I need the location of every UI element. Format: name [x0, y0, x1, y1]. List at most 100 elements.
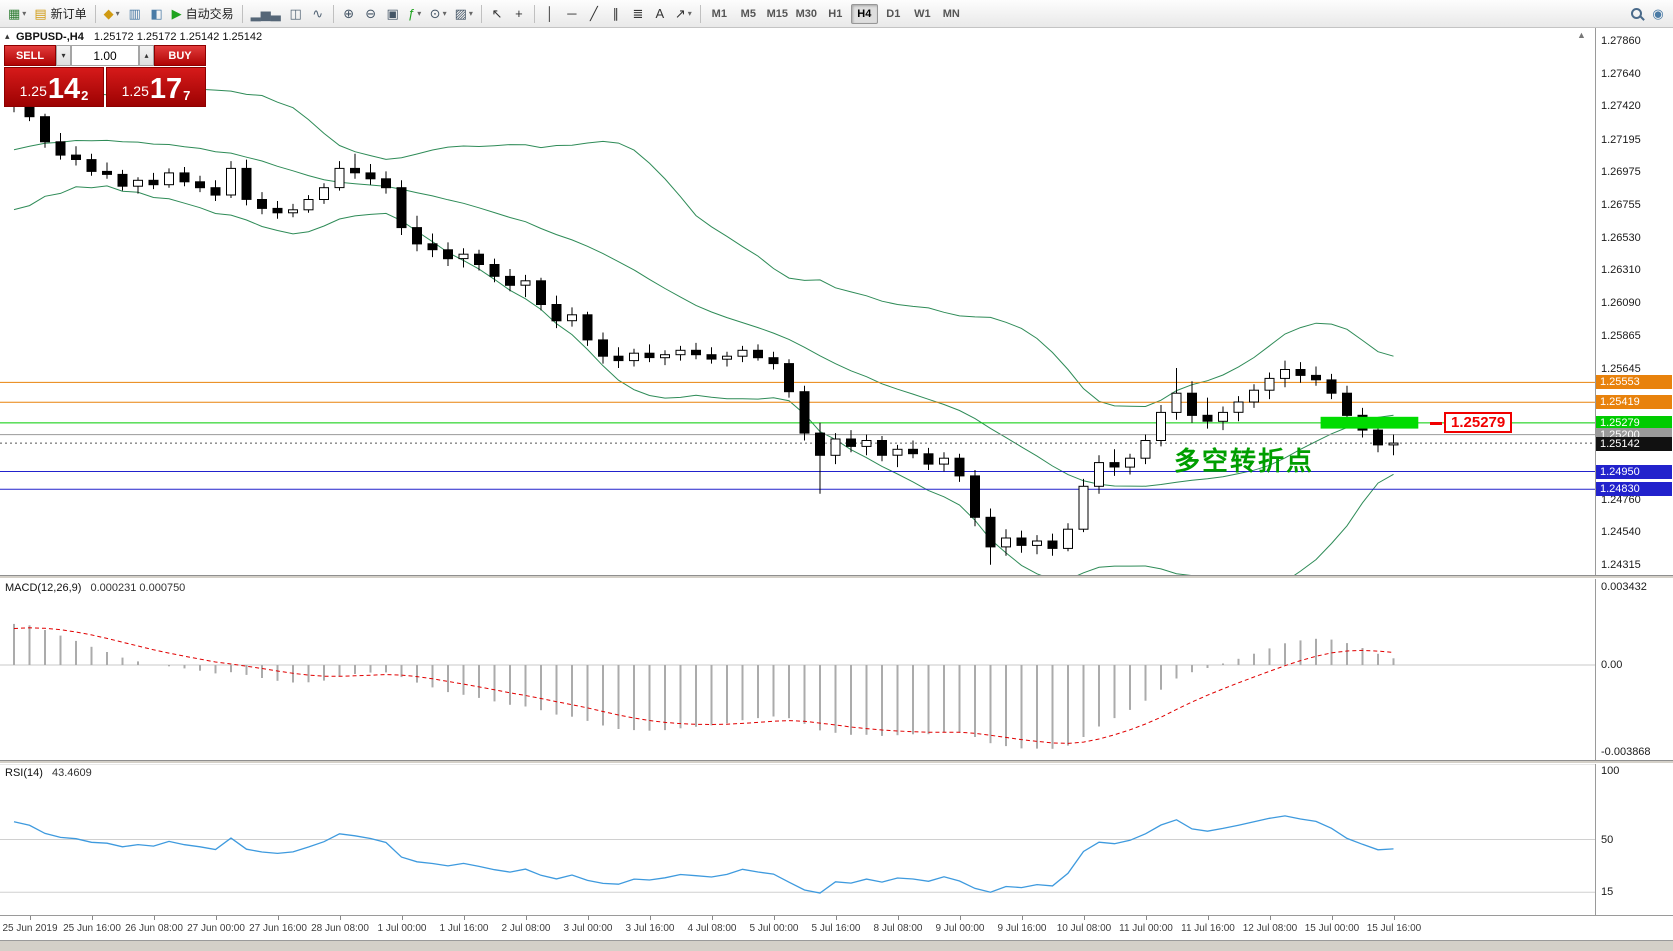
- price-tag-pointer: [1430, 422, 1442, 425]
- price-tag-label[interactable]: 1.25279: [1444, 412, 1513, 433]
- candle-body: [272, 207, 283, 214]
- chart-profiles-icon: ◆: [103, 5, 114, 21]
- vertical-line-button[interactable]: │: [539, 3, 561, 25]
- candle-body: [489, 264, 500, 277]
- new-chart-button[interactable]: ▦ ▾: [4, 3, 30, 25]
- indicators-button[interactable]: ƒ ▾: [404, 3, 426, 25]
- candle-body: [319, 187, 329, 200]
- candle-body: [1388, 442, 1399, 446]
- time-label: 5 Jul 16:00: [811, 923, 861, 934]
- timeframe-m1-button[interactable]: M1: [711, 7, 727, 20]
- sell-price-button[interactable]: 1.25 14 2: [4, 67, 104, 107]
- bar-chart-button[interactable]: ▂▅▃: [247, 3, 285, 25]
- candle-body: [691, 349, 701, 356]
- highlight-box[interactable]: [1320, 416, 1419, 429]
- arrows-button[interactable]: ↗ ▾: [671, 3, 696, 25]
- candle-body: [520, 280, 531, 286]
- time-label: 9 Jul 00:00: [935, 923, 985, 934]
- text-icon: A: [655, 6, 665, 21]
- candle-body: [102, 170, 112, 175]
- dropdown-arrow-icon: ▾: [22, 9, 27, 18]
- symbol-timeframe-label: GBPUSD-,H4: [16, 31, 84, 43]
- periods-button[interactable]: ⊙ ▾: [426, 3, 451, 25]
- candle-body: [970, 475, 980, 518]
- price-axis: 1.27860 1.27640 1.27420 1.27195 1.26975 1.267…: [1596, 28, 1673, 915]
- timeframe-group: M1 M5 M15 M30 H1 H4 D1 W1 MN: [705, 3, 966, 24]
- search-button[interactable]: [1625, 3, 1647, 25]
- timeframe-d1-button[interactable]: D1: [886, 7, 901, 20]
- volume-decrease-button[interactable]: ▾: [56, 45, 71, 66]
- time-tick: [1146, 916, 1147, 920]
- timeframe-mn-button[interactable]: MN: [942, 7, 960, 20]
- candlestick-chart-button[interactable]: ◫: [285, 3, 307, 25]
- time-tick: [154, 916, 155, 920]
- templates-button[interactable]: ▨ ▾: [451, 3, 477, 25]
- tile-windows-button[interactable]: ▣: [382, 3, 404, 25]
- candle-body: [1094, 462, 1104, 487]
- timeframe-m15-button[interactable]: M15: [766, 7, 789, 20]
- rsi-value: 43.4609: [51, 767, 92, 779]
- timeframe-h1-button[interactable]: H1: [828, 7, 843, 20]
- volume-increase-button[interactable]: ▴: [139, 45, 154, 66]
- buy-price-button[interactable]: 1.25 17 7: [106, 67, 206, 107]
- equidistant-channel-icon: ∥: [612, 5, 620, 21]
- autotrading-button[interactable]: ▶ 自动交易: [168, 3, 238, 25]
- equidistant-channel-button[interactable]: ∥: [605, 3, 627, 25]
- zoom-in-button[interactable]: ⊕: [338, 3, 360, 25]
- candle-body: [1063, 528, 1073, 549]
- rsi-indicator-chart[interactable]: [0, 764, 1673, 915]
- candle-body: [1078, 485, 1089, 530]
- volume-input[interactable]: [71, 45, 139, 66]
- candle-body: [815, 432, 825, 456]
- line-chart-button[interactable]: ∿: [307, 3, 329, 25]
- new-order-button[interactable]: ▤ 新订单: [30, 3, 90, 25]
- bollinger-band: [13, 139, 1394, 487]
- candle-body: [427, 243, 438, 251]
- timeframe-m30-button[interactable]: M30: [795, 7, 818, 20]
- horizontal-line-button[interactable]: ─: [561, 3, 583, 25]
- chart-profiles-button[interactable]: ◆ ▾: [100, 3, 124, 25]
- macd-indicator-chart[interactable]: [0, 579, 1673, 760]
- candle-body: [784, 363, 794, 393]
- time-tick: [836, 916, 837, 920]
- cursor-button[interactable]: ↖: [486, 3, 508, 25]
- candle-body: [1295, 369, 1306, 376]
- buy-button[interactable]: BUY: [154, 45, 206, 66]
- macd-tick: 0.00: [1601, 659, 1623, 671]
- timeframe-m5-button[interactable]: M5: [740, 7, 756, 20]
- zoom-out-button[interactable]: ⊖: [360, 3, 382, 25]
- candle-body: [551, 304, 562, 322]
- trendline-button[interactable]: ╱: [583, 3, 605, 25]
- time-tick: [774, 916, 775, 920]
- candle-body: [660, 354, 670, 359]
- price-tick: 1.26975: [1601, 166, 1641, 178]
- fibonacci-icon: ≣: [632, 5, 644, 21]
- timeframe-w1-button[interactable]: W1: [914, 7, 931, 20]
- time-label: 3 Jul 16:00: [625, 923, 675, 934]
- help-button[interactable]: ◉: [1647, 3, 1669, 25]
- candle-body: [458, 253, 469, 260]
- data-window-button[interactable]: ◧: [146, 3, 168, 25]
- sell-button[interactable]: SELL: [4, 45, 56, 66]
- price-tick: 1.27195: [1601, 134, 1641, 146]
- arrows-icon: ↗: [674, 5, 686, 21]
- window-bottom-edge: [0, 940, 1673, 951]
- window-separator[interactable]: [0, 760, 1673, 764]
- candle-body: [71, 154, 81, 160]
- macd-name: MACD(12,26,9): [5, 582, 82, 594]
- market-watch-button[interactable]: ▥: [124, 3, 146, 25]
- candle-body: [1311, 374, 1321, 381]
- candle-body: [1326, 379, 1337, 394]
- crosshair-button[interactable]: +: [508, 3, 530, 25]
- text-button[interactable]: A: [649, 3, 671, 25]
- timeframe-h4-button[interactable]: H4: [850, 3, 878, 24]
- fibonacci-button[interactable]: ≣: [627, 3, 649, 25]
- main-price-chart[interactable]: [0, 28, 1673, 575]
- window-separator[interactable]: [0, 575, 1673, 579]
- candle-body: [40, 116, 50, 143]
- one-click-trading-panel: SELL ▾ ▴ BUY 1.25 14 2 1.25 17 7: [4, 45, 206, 107]
- collapse-panel-icon[interactable]: ▴: [5, 31, 10, 41]
- toolbar-separator: [699, 4, 701, 23]
- data-window-icon: ◧: [150, 5, 163, 21]
- candle-body: [1125, 457, 1135, 468]
